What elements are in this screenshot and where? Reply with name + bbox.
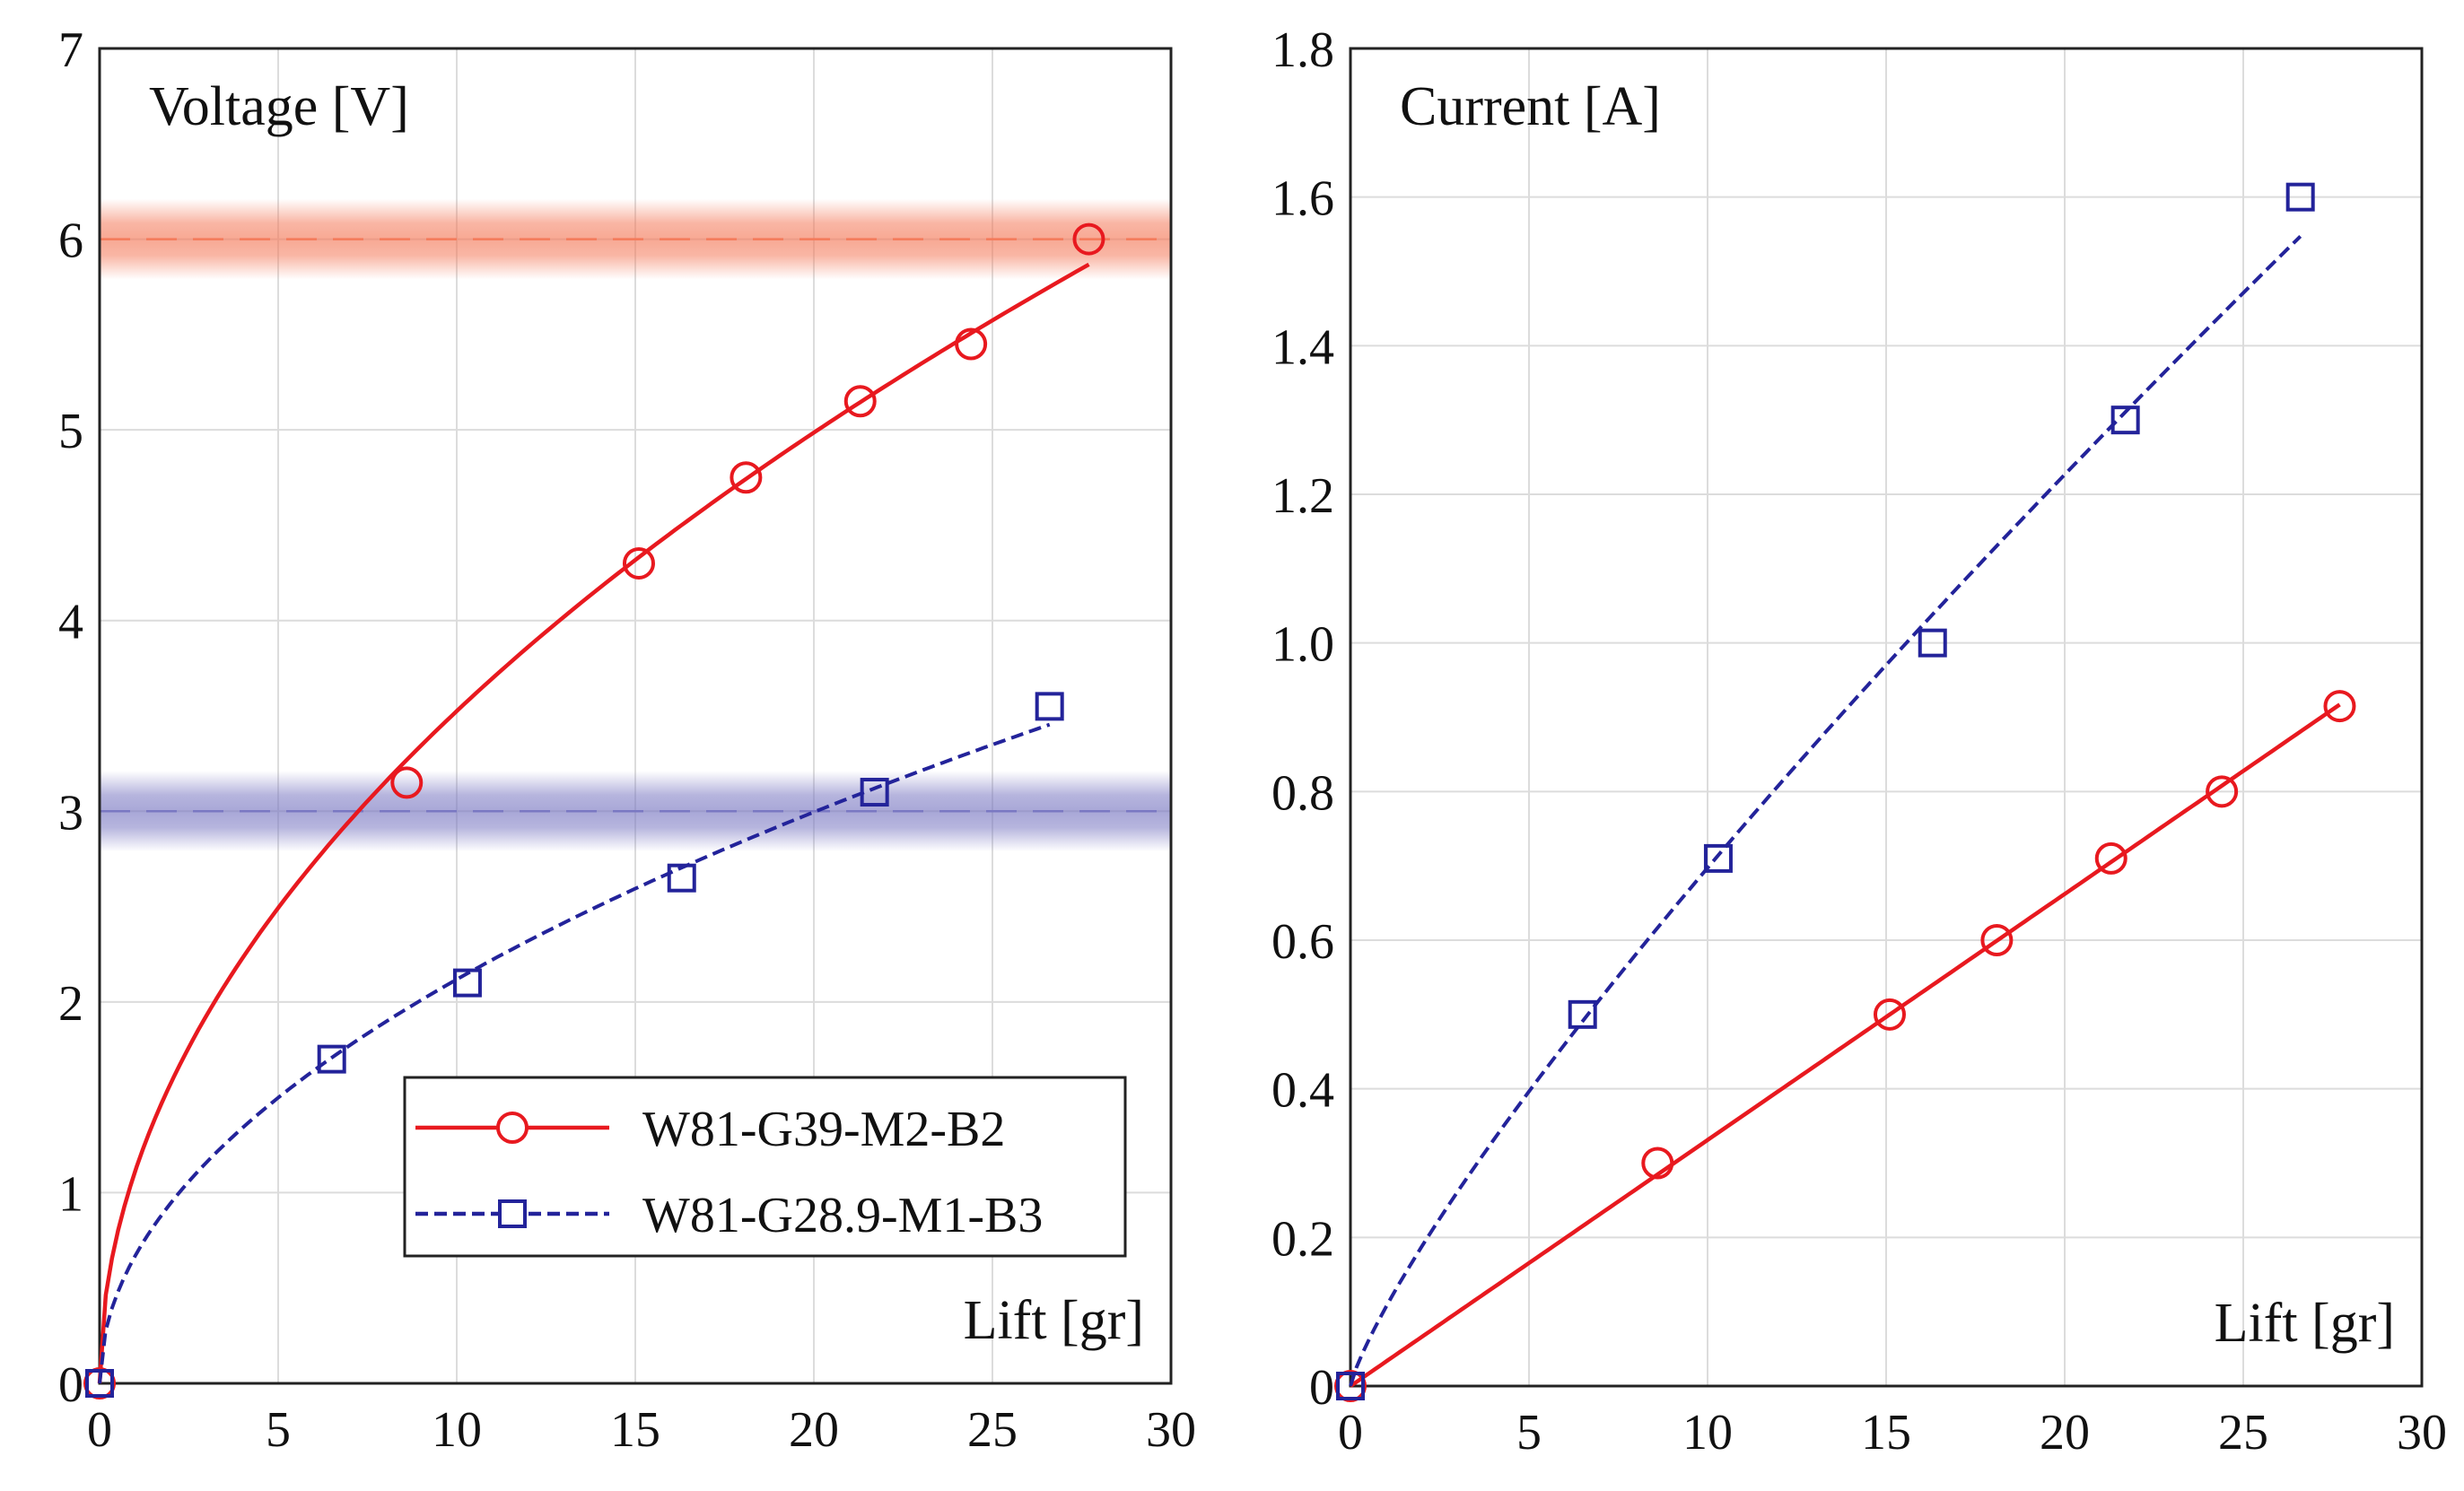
series-blue (1336, 182, 2315, 1400)
data-point-circle (1980, 924, 2014, 956)
data-point-circle (843, 385, 877, 418)
data-point-square (317, 1044, 346, 1074)
y-tick-label: 1.0 (1271, 617, 1334, 673)
x-tick-label: 10 (1682, 1405, 1733, 1460)
data-point-circle (955, 327, 988, 361)
y-tick-label: 0 (58, 1357, 83, 1413)
data-point-square (667, 863, 696, 893)
y-tick-label: 0.4 (1271, 1063, 1334, 1119)
data-point-circle (2323, 690, 2356, 723)
series-fit-line (97, 262, 1090, 1384)
current-chart-panel: 0 5 10 15 20 25 30 0 0.2 0.4 0.6 0.8 1.0 1.2 1.4 1.6 1.8… (1271, 22, 2447, 1460)
x-axis-label: Lift [gr] (2215, 1293, 2395, 1354)
grid-lines (1350, 48, 2423, 1387)
y-tick-label: 1.6 (1271, 171, 1334, 227)
x-tick-label: 10 (432, 1402, 482, 1458)
x-tick-label: 15 (1861, 1405, 1911, 1460)
data-point-circle (390, 766, 424, 799)
data-point-square (1336, 1372, 1365, 1400)
x-tick-label: 25 (967, 1402, 1018, 1458)
legend-marker-square (498, 1199, 527, 1228)
series-blue (85, 692, 1064, 1398)
y-tick-label: 0.2 (1271, 1211, 1334, 1267)
plot-frame (98, 47, 1173, 1385)
data-point-square (1918, 628, 1947, 658)
legend-label: W81-G39-M2-B2 (642, 1102, 1005, 1157)
y-tick-label: 5 (58, 404, 83, 459)
legend-marker-circle (496, 1112, 529, 1144)
data-point-square (1568, 999, 1597, 1029)
data-point-square (2110, 405, 2140, 435)
voltage-chart-panel: 0 5 10 15 20 25 30 0 1 2 3 4 5 6 7 Voltage [V] Lift [gr]… (58, 22, 1196, 1458)
data-point-circle (2206, 775, 2239, 808)
x-tick-label: 5 (266, 1402, 291, 1458)
x-axis-label: Lift [gr] (964, 1290, 1144, 1351)
x-tick-label: 0 (87, 1402, 112, 1458)
data-point-circle (622, 546, 655, 580)
data-point-square (1035, 692, 1064, 721)
y-tick-label: 0 (1309, 1360, 1334, 1416)
data-point-square (2285, 182, 2315, 212)
legend-label: W81-G28.9-M1-B3 (642, 1188, 1043, 1243)
y-tick-label: 0.8 (1271, 765, 1334, 821)
series-fit-line (1349, 702, 2341, 1388)
y-axis-label: Voltage [V] (149, 76, 409, 137)
data-point-square (452, 968, 482, 998)
x-tick-label: 20 (2040, 1405, 2090, 1460)
data-point-circle (1641, 1147, 1674, 1180)
y-tick-label: 7 (58, 22, 83, 78)
y-tick-label: 4 (58, 595, 83, 650)
data-point-circle (2094, 841, 2128, 875)
x-tick-label: 25 (2218, 1405, 2268, 1460)
y-tick-label: 0.6 (1271, 914, 1334, 970)
plot-frame (1349, 47, 2424, 1388)
y-tick-label: 1 (58, 1166, 83, 1222)
x-tick-label: 20 (789, 1402, 839, 1458)
x-tick-label: 30 (1146, 1402, 1196, 1458)
legend: W81-G39-M2-B2 W81-G28.9-M1-B3 (403, 1076, 1127, 1258)
data-point-square (85, 1369, 114, 1398)
series-red (1334, 690, 2356, 1402)
series-fit-line (98, 722, 1051, 1384)
x-tick-label: 15 (610, 1402, 660, 1458)
data-point-circle (1873, 998, 1906, 1031)
y-tick-label: 1.2 (1271, 468, 1334, 524)
series-red (83, 222, 1105, 1399)
data-point-circle (1072, 222, 1105, 256)
y-tick-label: 3 (58, 785, 83, 841)
data-point-circle (730, 461, 763, 494)
y-tick-label: 1.8 (1271, 22, 1334, 78)
y-axis-label: Current [A] (1400, 76, 1661, 137)
data-point-square (860, 778, 889, 807)
y-tick-label: 2 (58, 976, 83, 1032)
x-tick-label: 30 (2397, 1405, 2447, 1460)
data-point-square (1703, 843, 1733, 873)
y-tick-label: 6 (58, 214, 83, 269)
series-fit-line (1349, 234, 2302, 1387)
y-tick-label: 1.4 (1271, 319, 1334, 375)
x-tick-label: 0 (1338, 1405, 1363, 1460)
x-tick-label: 5 (1516, 1405, 1542, 1460)
